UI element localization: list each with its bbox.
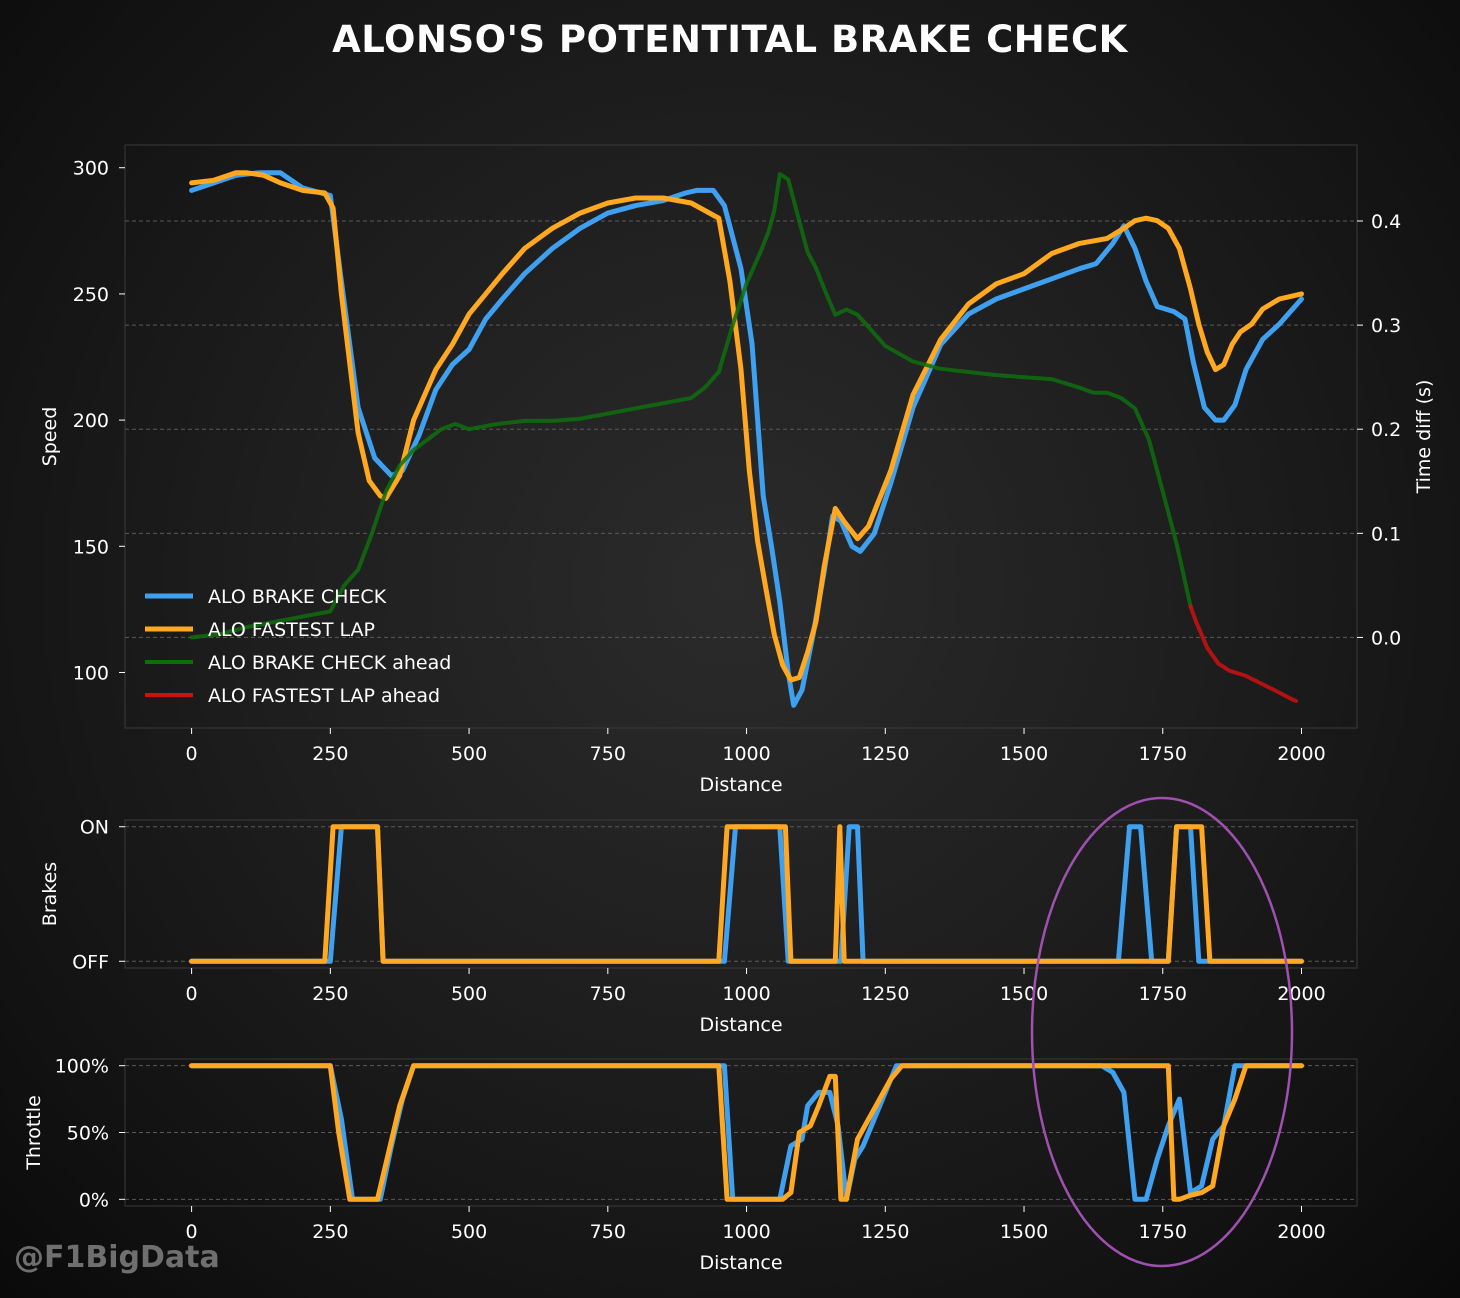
x-tick-label: 250: [312, 743, 348, 765]
series-line-alo-brake-check-panel-2: [189, 824, 1304, 964]
x-tick-label: 750: [590, 1221, 626, 1243]
legend-label: ALO BRAKE CHECK ahead: [208, 652, 451, 674]
watermark: @F1BigData: [14, 1240, 220, 1275]
x-tick-label: 2000: [1277, 983, 1325, 1005]
x-tick-label: 1750: [1139, 1221, 1187, 1243]
x-tick-label: 0: [186, 1221, 198, 1243]
y2-tick-label: 0.2: [1371, 419, 1401, 441]
x-tick-label: 500: [451, 743, 487, 765]
legend-label: ALO FASTEST LAP ahead: [208, 685, 440, 707]
plot-frame-1: [124, 144, 1358, 729]
legend-label: ALO BRAKE CHECK: [208, 586, 387, 608]
x-tick-label: 2000: [1277, 743, 1325, 765]
y-tick-label: 100%: [55, 1056, 109, 1078]
x-tick-label: 1000: [722, 983, 770, 1005]
y2-tick-label: 0.0: [1371, 627, 1401, 649]
y-axis-label: Speed: [39, 407, 61, 467]
x-tick-label: 1250: [861, 983, 909, 1005]
y2-tick-label: 0.4: [1371, 211, 1401, 233]
y-tick-label: 50%: [67, 1123, 109, 1145]
x-axis-label: Distance: [699, 1014, 782, 1036]
y-axis-label: Brakes: [39, 862, 61, 926]
x-axis-label: Distance: [699, 774, 782, 796]
y-tick-label: 150: [73, 536, 109, 558]
x-tick-label: 750: [590, 983, 626, 1005]
x-tick-label: 0: [186, 743, 198, 765]
y-tick-label: 0%: [79, 1189, 109, 1211]
x-tick-label: 250: [312, 1221, 348, 1243]
y-tick-label: OFF: [72, 951, 109, 973]
y-axis-label: Throttle: [23, 1095, 45, 1171]
series-line-alo-fastest-lap-panel-3: [189, 1063, 1304, 1202]
x-tick-label: 500: [451, 1221, 487, 1243]
x-tick-label: 1250: [861, 1221, 909, 1243]
x-tick-label: 750: [590, 743, 626, 765]
y2-tick-label: 0.3: [1371, 315, 1401, 337]
x-tick-label: 250: [312, 983, 348, 1005]
plot-frame-2: [124, 819, 1358, 969]
y-tick-label: 250: [73, 284, 109, 306]
x-tick-label: 1000: [722, 1221, 770, 1243]
y-tick-label: 300: [73, 158, 109, 180]
x-tick-label: 1250: [861, 743, 909, 765]
x-tick-label: 500: [451, 983, 487, 1005]
x-tick-label: 1000: [722, 743, 770, 765]
y2-axis-label: Time diff (s): [1413, 380, 1435, 495]
y-tick-label: 100: [73, 662, 109, 684]
series-line-alo-fastest-lap-panel-1: [189, 170, 1304, 683]
y-tick-label: 200: [73, 410, 109, 432]
x-axis-label: Distance: [699, 1252, 782, 1274]
y-tick-label: ON: [80, 817, 109, 839]
x-tick-label: 2000: [1277, 1221, 1325, 1243]
x-tick-label: 1500: [1000, 983, 1048, 1005]
series-line-alo-fastest-lap-panel-2: [189, 824, 1304, 964]
series-line-alo-brake-check-panel-1: [189, 170, 1304, 708]
annotation-ellipse: [1030, 796, 1294, 1268]
y2-tick-label: 0.1: [1371, 523, 1401, 545]
x-tick-label: 1750: [1139, 983, 1187, 1005]
x-tick-label: 1500: [1000, 743, 1048, 765]
x-tick-label: 1750: [1139, 743, 1187, 765]
legend-label: ALO FASTEST LAP: [208, 619, 375, 641]
x-tick-label: 1500: [1000, 1221, 1048, 1243]
x-tick-label: 0: [186, 983, 198, 1005]
chart-title: ALONSO'S POTENTITAL BRAKE CHECK: [332, 18, 1128, 61]
series-line-alo-brake-check-ahead-panel-1: [189, 172, 1193, 640]
series-line-alo-fastest-lap-ahead-panel-1: [1188, 604, 1298, 703]
